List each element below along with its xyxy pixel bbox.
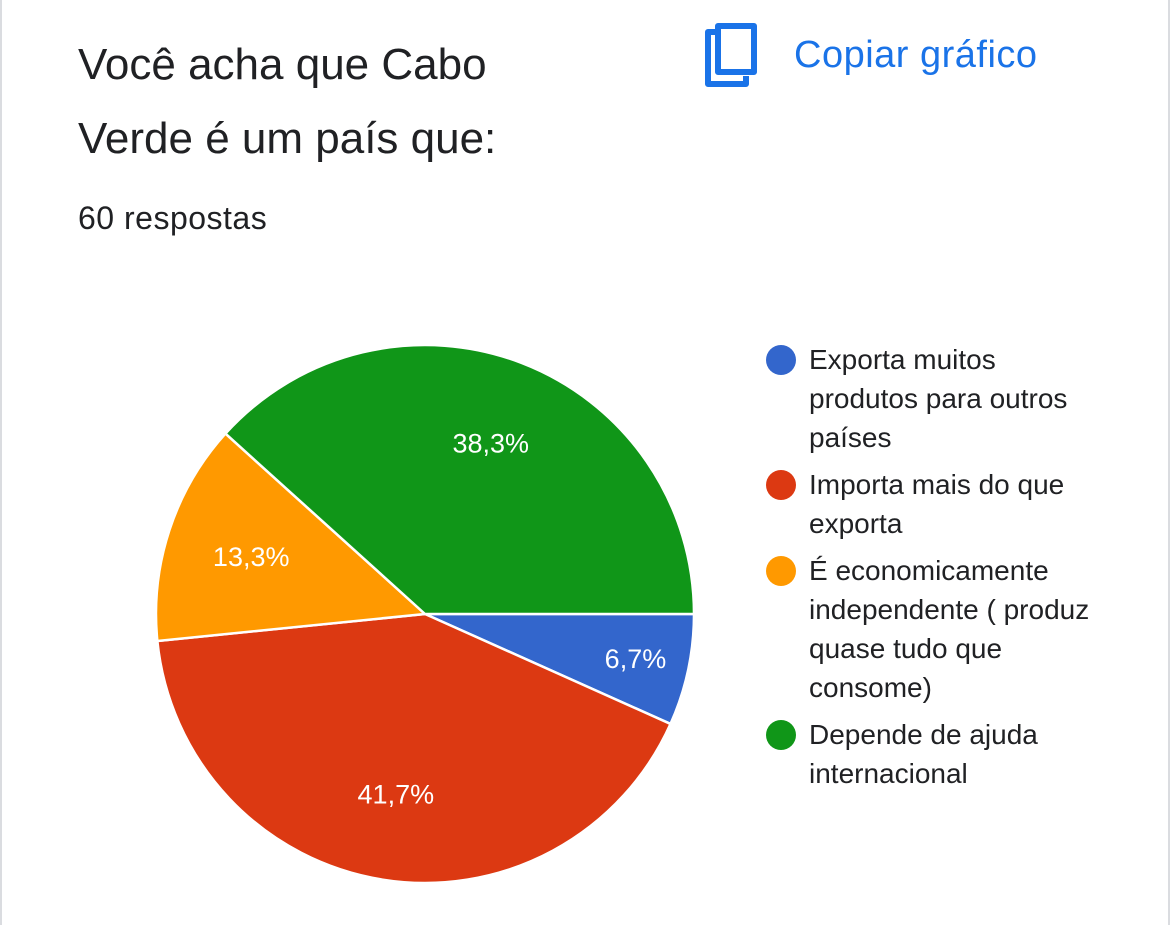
copy-chart-button[interactable]: Copiar gráfico [702,22,1038,88]
legend-swatch [766,720,796,750]
legend-swatch [766,556,796,586]
pie-slice[interactable] [423,612,696,726]
pie-slice[interactable] [154,432,427,643]
legend-label: Importa mais do que exporta [809,469,1065,539]
legend-label: É economicamente independente ( produz q… [809,555,1090,703]
chart-legend: Exporta muitos produtos para outros país… [766,340,1106,801]
pie-slice-label: 38,3% [452,428,529,458]
pie-slice-label: 6,7% [605,644,667,674]
legend-item: É economicamente independente ( produz q… [766,551,1106,707]
question-title: Você acha que Cabo Verde é um país que: [78,40,497,163]
legend-label: Exporta muitos produtos para outros país… [809,344,1068,453]
response-count: 60 respostas [78,200,268,236]
legend-label: Depende de ajuda internacional [809,719,1038,789]
legend-item: Exporta muitos produtos para outros país… [766,340,1106,457]
legend-swatch [766,470,796,500]
pie-slice-label: 41,7% [358,780,435,810]
copy-chart-label: Copiar gráfico [794,33,1038,76]
pie-chart: 6,7% 41,7% 13,3% 38,3% [154,343,696,885]
legend-item: Depende de ajuda internacional [766,715,1106,793]
pie-slice[interactable] [156,612,672,885]
pie-slice-label: 13,3% [213,542,290,572]
pie-slice[interactable] [224,343,696,616]
copy-icon [702,22,760,88]
legend-swatch [766,345,796,375]
legend-item: Importa mais do que exporta [766,465,1106,543]
